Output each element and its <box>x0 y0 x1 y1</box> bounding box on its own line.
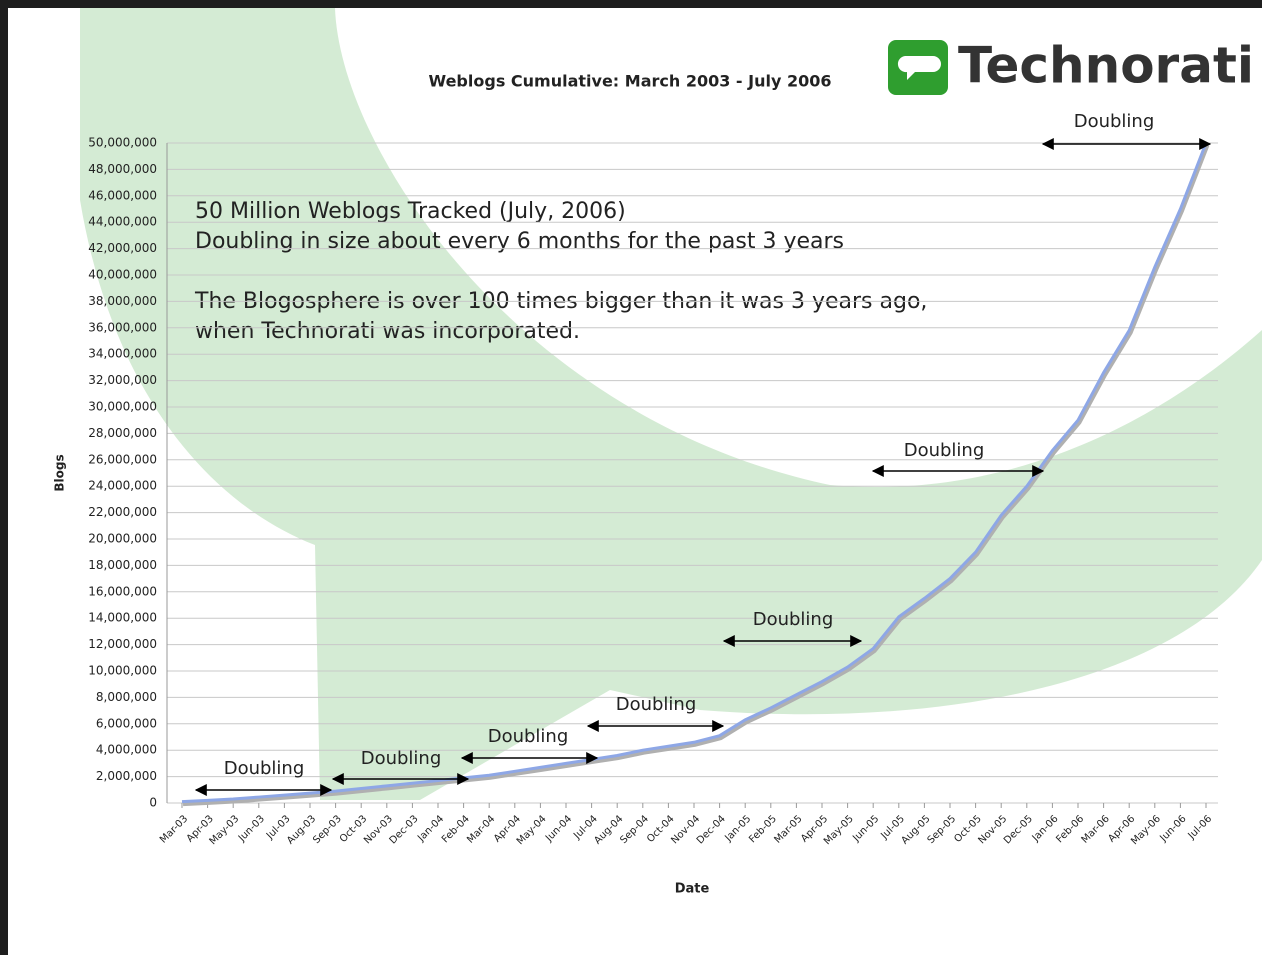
chart: Weblogs Cumulative: March 2003 - July 20… <box>0 0 1262 955</box>
y-tick-label: 20,000,000 <box>88 532 157 546</box>
y-tick-label: 8,000,000 <box>96 690 157 704</box>
annotation: Doubling <box>488 726 569 747</box>
y-tick-label: 38,000,000 <box>88 294 157 308</box>
y-tick-label: 24,000,000 <box>88 479 157 493</box>
annotation: Doubling <box>904 440 985 461</box>
annotation: Doubling <box>753 609 834 630</box>
y-tick-label: 0 <box>149 796 157 810</box>
y-tick-label: 32,000,000 <box>88 373 157 387</box>
y-tick-label: 36,000,000 <box>88 320 157 334</box>
annotation: Doubling <box>224 758 305 779</box>
logo: Technorati <box>888 37 1254 96</box>
y-tick-label: 12,000,000 <box>88 637 157 651</box>
y-tick-label: 34,000,000 <box>88 347 157 361</box>
y-tick-label: 40,000,000 <box>88 268 157 282</box>
y-tick-label: 26,000,000 <box>88 452 157 466</box>
note: when Technorati was incorporated. <box>195 319 580 344</box>
y-tick-label: 28,000,000 <box>88 426 157 440</box>
y-tick-label: 2,000,000 <box>96 769 157 783</box>
y-tick-label: 14,000,000 <box>88 611 157 625</box>
y-tick-label: 44,000,000 <box>88 215 157 229</box>
annotation: Doubling <box>1074 111 1155 132</box>
note: 50 Million Weblogs Tracked (July, 2006) <box>195 199 626 224</box>
y-tick-label: 16,000,000 <box>88 584 157 598</box>
y-tick-label: 10,000,000 <box>88 664 157 678</box>
y-tick-label: 18,000,000 <box>88 558 157 572</box>
logo-text: Technorati <box>958 37 1254 95</box>
y-axis-label: Blogs <box>53 454 67 491</box>
y-tick-label: 46,000,000 <box>88 188 157 202</box>
y-tick-label: 50,000,000 <box>88 136 157 150</box>
chart-title: Weblogs Cumulative: March 2003 - July 20… <box>429 72 832 91</box>
y-tick-label: 30,000,000 <box>88 400 157 414</box>
y-tick-label: 22,000,000 <box>88 505 157 519</box>
y-tick-label: 4,000,000 <box>96 743 157 757</box>
y-tick-label: 48,000,000 <box>88 162 157 176</box>
y-tick-label: 42,000,000 <box>88 241 157 255</box>
y-tick-label: 6,000,000 <box>96 716 157 730</box>
annotation: Doubling <box>616 694 697 715</box>
note: Doubling in size about every 6 months fo… <box>195 229 844 254</box>
annotation: Doubling <box>361 748 442 769</box>
x-axis-label: Date <box>675 882 710 897</box>
